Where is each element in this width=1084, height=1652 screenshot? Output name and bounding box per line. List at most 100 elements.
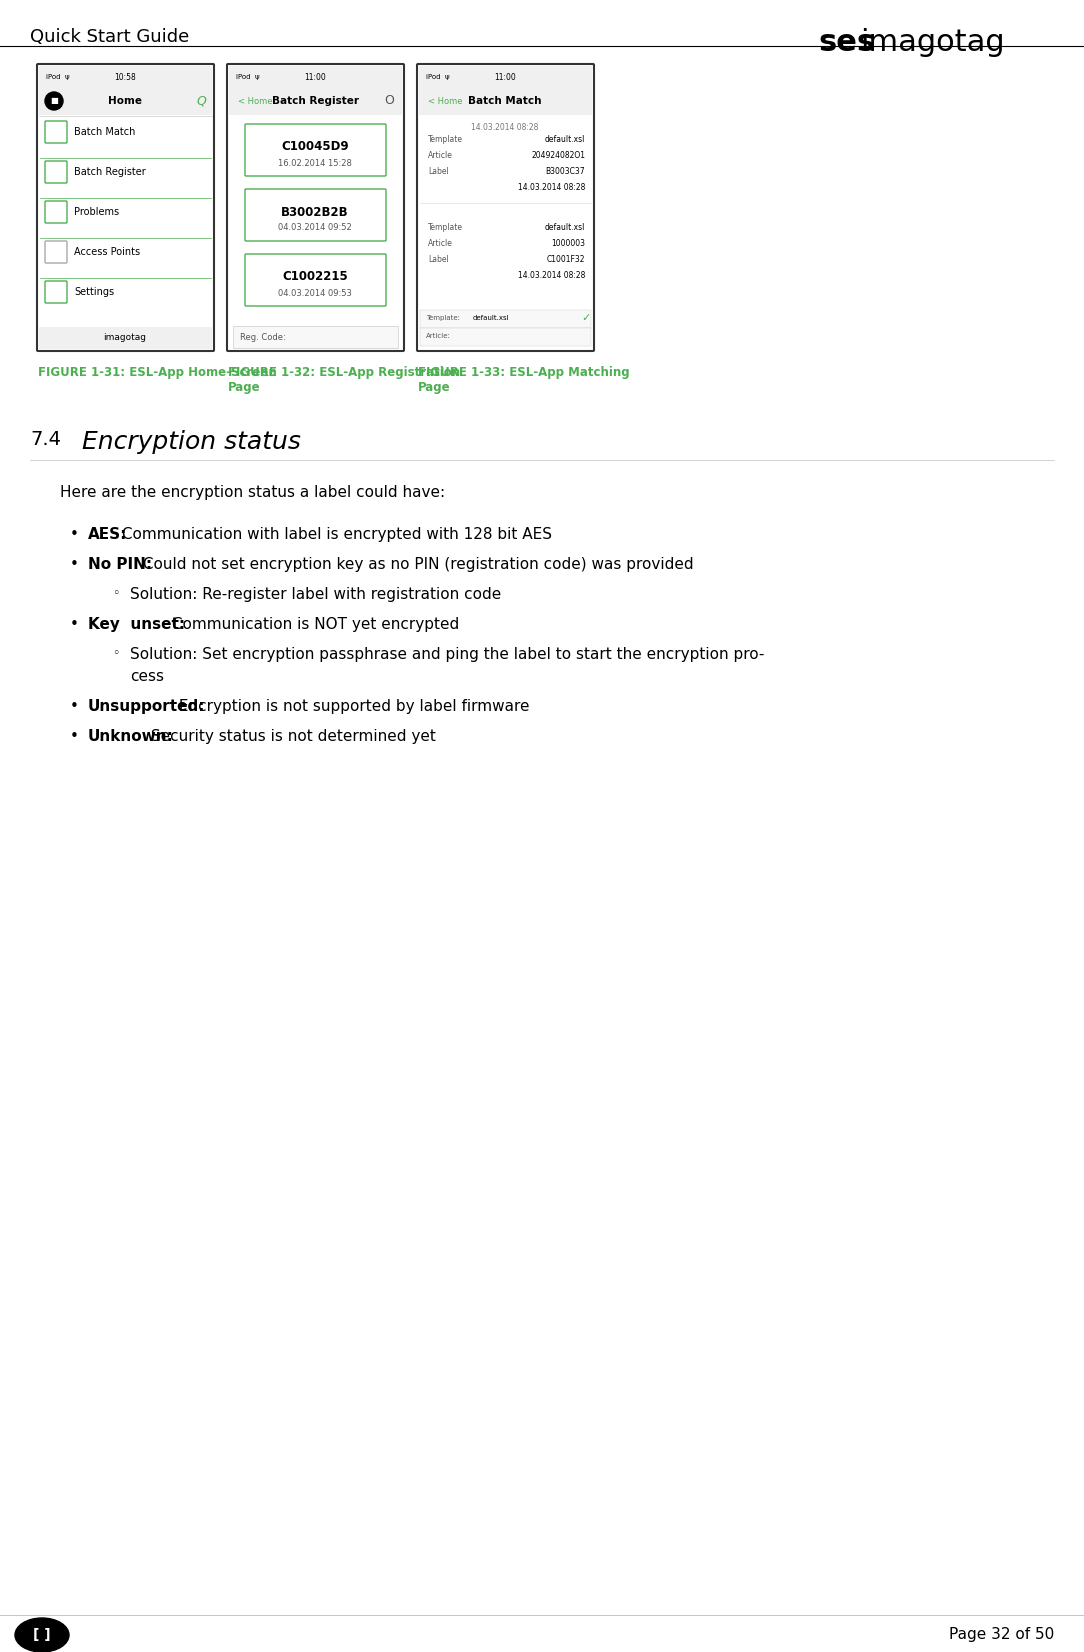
Text: Reg. Code:: Reg. Code:: [240, 332, 286, 342]
Text: Encryption is not supported by label firmware: Encryption is not supported by label fir…: [175, 699, 530, 714]
Text: 14.03.2014 08:28: 14.03.2014 08:28: [518, 271, 585, 279]
Text: Security status is not determined yet: Security status is not determined yet: [145, 729, 436, 743]
Bar: [420, 66, 592, 88]
Text: No PIN:: No PIN:: [88, 557, 152, 572]
Text: 11:00: 11:00: [305, 73, 326, 81]
Bar: [233, 325, 398, 349]
Text: [ ]: [ ]: [34, 1627, 51, 1642]
Text: C1001F32: C1001F32: [546, 254, 585, 264]
Circle shape: [46, 93, 63, 111]
Text: < Home: < Home: [428, 96, 463, 106]
Text: Solution: Set encryption passphrase and ping the label to start the encryption p: Solution: Set encryption passphrase and …: [130, 648, 764, 662]
Text: •: •: [70, 527, 79, 542]
Text: cess: cess: [130, 669, 164, 684]
FancyBboxPatch shape: [46, 241, 67, 263]
Text: 04.03.2014 09:53: 04.03.2014 09:53: [279, 289, 352, 297]
Text: Communication is NOT yet encrypted: Communication is NOT yet encrypted: [167, 616, 460, 633]
Text: 14.03.2014 08:28: 14.03.2014 08:28: [518, 183, 585, 192]
Text: B3002B2B: B3002B2B: [281, 205, 349, 218]
Bar: [229, 66, 402, 88]
Text: FIGURE 1-33: ESL-App Matching
Page: FIGURE 1-33: ESL-App Matching Page: [418, 367, 630, 393]
FancyBboxPatch shape: [46, 121, 67, 144]
Text: ◦: ◦: [112, 648, 119, 661]
FancyBboxPatch shape: [227, 64, 404, 350]
Text: •: •: [70, 729, 79, 743]
Text: Home: Home: [108, 96, 142, 106]
Text: FIGURE 1-31: ESL-App Home-Screen: FIGURE 1-31: ESL-App Home-Screen: [38, 367, 276, 378]
Text: imagotag: imagotag: [860, 28, 1005, 58]
Bar: [39, 88, 212, 116]
Text: 16.02.2014 15:28: 16.02.2014 15:28: [279, 159, 352, 167]
Text: C10045D9: C10045D9: [281, 140, 349, 154]
Text: Template: Template: [428, 135, 463, 144]
Text: 11:00: 11:00: [494, 73, 516, 81]
Text: iPod  ψ: iPod ψ: [46, 74, 69, 79]
Text: •: •: [70, 557, 79, 572]
Text: ses: ses: [818, 28, 875, 58]
Bar: [39, 66, 212, 88]
Text: Encryption status: Encryption status: [82, 430, 301, 454]
Text: Batch Register: Batch Register: [74, 167, 145, 177]
Text: Quick Start Guide: Quick Start Guide: [30, 28, 190, 46]
Text: Communication with label is encrypted with 128 bit AES: Communication with label is encrypted wi…: [117, 527, 552, 542]
Text: Label: Label: [428, 167, 449, 177]
Text: ✓: ✓: [581, 312, 591, 324]
Text: Could not set encryption key as no PIN (registration code) was provided: Could not set encryption key as no PIN (…: [139, 557, 694, 572]
Text: Article:: Article:: [426, 334, 451, 339]
Text: Settings: Settings: [74, 287, 114, 297]
FancyBboxPatch shape: [46, 281, 67, 302]
FancyBboxPatch shape: [245, 188, 386, 241]
Text: default.xsl: default.xsl: [544, 135, 585, 144]
Text: default.xsl: default.xsl: [473, 316, 509, 320]
Text: Batch Match: Batch Match: [74, 127, 136, 137]
Bar: [420, 329, 591, 345]
Text: imagotag: imagotag: [103, 334, 146, 342]
Text: Q: Q: [196, 94, 206, 107]
Text: 04.03.2014 09:52: 04.03.2014 09:52: [279, 223, 352, 233]
Text: Article: Article: [428, 240, 453, 248]
Text: Label: Label: [428, 254, 449, 264]
Text: Template:: Template:: [426, 316, 460, 320]
Text: Article: Article: [428, 150, 453, 160]
Text: Batch Register: Batch Register: [271, 96, 359, 106]
FancyBboxPatch shape: [417, 64, 594, 350]
FancyBboxPatch shape: [46, 160, 67, 183]
Text: O: O: [384, 94, 393, 107]
FancyBboxPatch shape: [46, 202, 67, 223]
Text: 204924082O1: 204924082O1: [531, 150, 585, 160]
Bar: [420, 311, 591, 329]
Text: Batch Match: Batch Match: [468, 96, 542, 106]
Text: 14.03.2014 08:28: 14.03.2014 08:28: [472, 122, 539, 132]
Text: •: •: [70, 616, 79, 633]
Text: 1000003: 1000003: [551, 240, 585, 248]
Text: ■: ■: [50, 96, 57, 106]
Bar: [229, 88, 402, 116]
Text: FIGURE 1-32: ESL-App Registration
Page: FIGURE 1-32: ESL-App Registration Page: [228, 367, 460, 393]
Text: Solution: Re-register label with registration code: Solution: Re-register label with registr…: [130, 586, 501, 601]
Text: C1002215: C1002215: [282, 271, 348, 284]
Text: Unknown:: Unknown:: [88, 729, 173, 743]
Text: B3003C37: B3003C37: [545, 167, 585, 177]
Ellipse shape: [15, 1617, 69, 1652]
Bar: [39, 327, 212, 349]
Text: default.xsl: default.xsl: [544, 223, 585, 231]
Text: Page 32 of 50: Page 32 of 50: [948, 1627, 1054, 1642]
Text: 7.4: 7.4: [30, 430, 61, 449]
Text: Unsupported:: Unsupported:: [88, 699, 206, 714]
Text: AES:: AES:: [88, 527, 128, 542]
Text: Access Points: Access Points: [74, 248, 140, 258]
Text: 10:58: 10:58: [114, 73, 136, 81]
FancyBboxPatch shape: [245, 254, 386, 306]
Text: Key  unset:: Key unset:: [88, 616, 185, 633]
Text: ◦: ◦: [112, 586, 119, 600]
Text: •: •: [70, 699, 79, 714]
Text: Here are the encryption status a label could have:: Here are the encryption status a label c…: [60, 486, 446, 501]
Text: iPod  ψ: iPod ψ: [426, 74, 450, 79]
Text: iPod  ψ: iPod ψ: [236, 74, 260, 79]
Text: < Home: < Home: [238, 96, 272, 106]
FancyBboxPatch shape: [37, 64, 214, 350]
Text: Template: Template: [428, 223, 463, 231]
FancyBboxPatch shape: [245, 124, 386, 177]
Bar: [420, 88, 592, 116]
Text: Problems: Problems: [74, 206, 119, 216]
